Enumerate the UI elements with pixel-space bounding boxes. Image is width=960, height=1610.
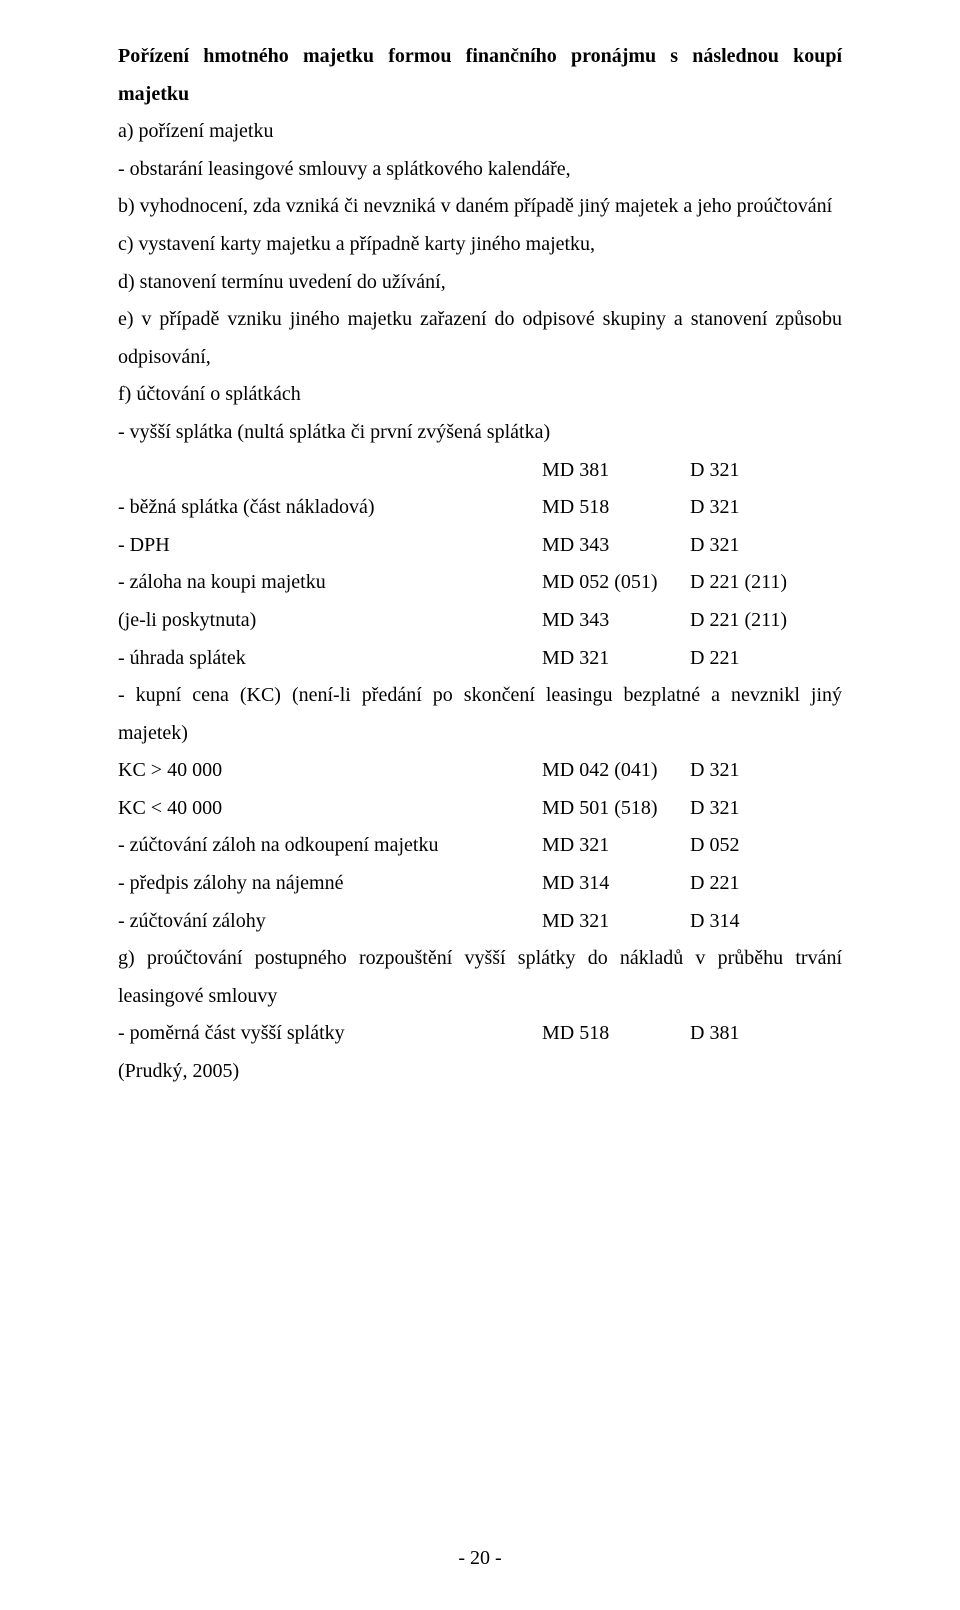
row-label: KC > 40 000 — [118, 752, 542, 790]
row-label — [118, 452, 542, 490]
item-b: b) vyhodnocení, zda vzniká či nevzniká v… — [118, 188, 842, 226]
row-md: MD 381 — [542, 452, 690, 490]
table-row: - zúčtování záloh na odkoupení majetku M… — [118, 827, 842, 865]
row-d: D 321 — [690, 790, 842, 828]
table-row: KC > 40 000 MD 042 (041) D 321 — [118, 752, 842, 790]
kc-text: - kupní cena (KC) (není-li předání po sk… — [118, 677, 842, 752]
row-d: D 052 — [690, 827, 842, 865]
row-d: D 321 — [690, 489, 842, 527]
row-d: D 321 — [690, 527, 842, 565]
table-row: (je-li poskytnuta) MD 343 D 221 (211) — [118, 602, 842, 640]
item-c: c) vystavení karty majetku a případně ka… — [118, 226, 842, 264]
accounting-table-2: KC > 40 000 MD 042 (041) D 321 KC < 40 0… — [118, 752, 842, 940]
row-md: MD 314 — [542, 865, 690, 903]
row-d: D 381 — [690, 1015, 842, 1053]
table-row: - úhrada splátek MD 321 D 221 — [118, 640, 842, 678]
row-d: D 314 — [690, 903, 842, 941]
row-label: - zúčtování zálohy — [118, 903, 542, 941]
item-a: a) pořízení majetku — [118, 113, 842, 151]
row-label: (je-li poskytnuta) — [118, 602, 542, 640]
table-row: - zúčtování zálohy MD 321 D 314 — [118, 903, 842, 941]
table-row: MD 381 D 321 — [118, 452, 842, 490]
row-d: D 321 — [690, 452, 842, 490]
row-md: MD 343 — [542, 527, 690, 565]
row-label: - běžná splátka (část nákladová) — [118, 489, 542, 527]
item-a-sub: - obstarání leasingové smlouvy a splátko… — [118, 151, 842, 189]
row-md: MD 501 (518) — [542, 790, 690, 828]
row-label: - poměrná část vyšší splátky — [118, 1015, 542, 1053]
row-d: D 221 — [690, 640, 842, 678]
citation: (Prudký, 2005) — [118, 1053, 842, 1091]
row-label: KC < 40 000 — [118, 790, 542, 828]
row-d: D 221 — [690, 865, 842, 903]
row-md: MD 518 — [542, 1015, 690, 1053]
table-row: - záloha na koupi majetku MD 052 (051) D… — [118, 564, 842, 602]
table-row: - DPH MD 343 D 321 — [118, 527, 842, 565]
row-d: D 321 — [690, 752, 842, 790]
item-g: g) proúčtování postupného rozpouštění vy… — [118, 940, 842, 1015]
row-label: - úhrada splátek — [118, 640, 542, 678]
accounting-table-1: MD 381 D 321 - běžná splátka (část nákla… — [118, 452, 842, 678]
item-e: e) v případě vzniku jiného majetku zařaz… — [118, 301, 842, 376]
table-row: KC < 40 000 MD 501 (518) D 321 — [118, 790, 842, 828]
row-md: MD 518 — [542, 489, 690, 527]
row-label: - předpis zálohy na nájemné — [118, 865, 542, 903]
item-d: d) stanovení termínu uvedení do užívání, — [118, 264, 842, 302]
row-d: D 221 (211) — [690, 602, 842, 640]
row-md: MD 321 — [542, 640, 690, 678]
row-md: MD 321 — [542, 903, 690, 941]
table-row: - běžná splátka (část nákladová) MD 518 … — [118, 489, 842, 527]
row-md: MD 052 (051) — [542, 564, 690, 602]
table-row: - předpis zálohy na nájemné MD 314 D 221 — [118, 865, 842, 903]
row-label: - záloha na koupi majetku — [118, 564, 542, 602]
section-heading: Pořízení hmotného majetku formou finančn… — [118, 38, 842, 113]
row-md: MD 343 — [542, 602, 690, 640]
row-md: MD 042 (041) — [542, 752, 690, 790]
row-d: D 221 (211) — [690, 564, 842, 602]
row-md: MD 321 — [542, 827, 690, 865]
item-f: f) účtování o splátkách — [118, 376, 842, 414]
table-row: - poměrná část vyšší splátky MD 518 D 38… — [118, 1015, 842, 1053]
row-label: - DPH — [118, 527, 542, 565]
item-f-sub: - vyšší splátka (nultá splátka či první … — [118, 414, 842, 452]
page-number: - 20 - — [0, 1540, 960, 1578]
document-page: Pořízení hmotného majetku formou finančn… — [0, 0, 960, 1610]
accounting-table-3: - poměrná část vyšší splátky MD 518 D 38… — [118, 1015, 842, 1053]
row-label: - zúčtování záloh na odkoupení majetku — [118, 827, 542, 865]
